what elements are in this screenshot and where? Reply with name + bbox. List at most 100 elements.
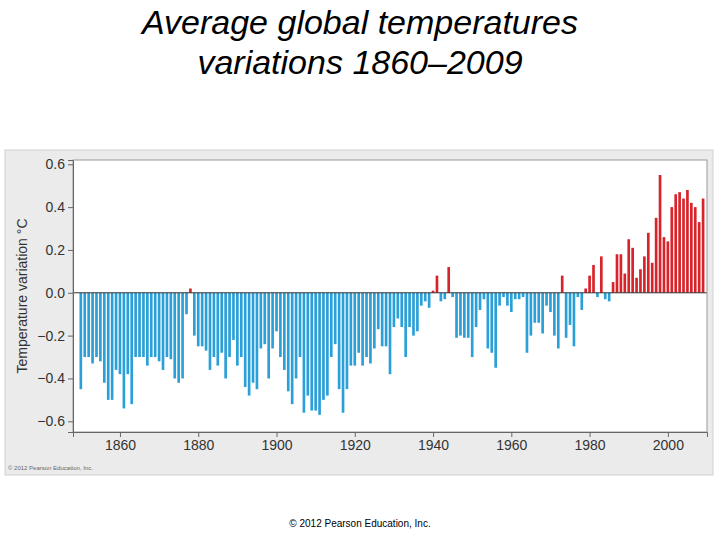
bar <box>494 293 497 368</box>
bar <box>667 241 670 292</box>
bar <box>107 293 110 400</box>
bar <box>604 293 607 299</box>
bar <box>267 293 270 379</box>
bar <box>275 293 278 332</box>
bar <box>389 293 392 374</box>
bar <box>393 293 396 327</box>
chart-title: Average global temperatures variations 1… <box>80 2 640 82</box>
bar <box>205 293 208 351</box>
bar <box>83 293 86 357</box>
bar <box>455 293 458 338</box>
bar <box>162 293 165 370</box>
bar <box>115 293 118 370</box>
bar <box>240 293 243 357</box>
bar <box>459 293 462 336</box>
y-tick-label: −0.2 <box>37 328 65 344</box>
bar <box>627 239 630 293</box>
bar <box>193 293 196 336</box>
bar <box>342 293 345 413</box>
bar <box>181 293 184 379</box>
bar <box>463 293 466 338</box>
bar <box>291 293 294 404</box>
y-tick: −0.6 <box>37 413 73 429</box>
y-tick: 0.6 <box>46 156 73 172</box>
y-tick-mark <box>68 336 73 337</box>
bar <box>244 293 247 387</box>
bar <box>314 293 317 411</box>
bar <box>694 207 697 293</box>
bar <box>443 293 446 299</box>
bar <box>252 293 255 383</box>
bar <box>408 293 411 327</box>
bar <box>631 248 634 293</box>
y-tick-mark <box>68 207 73 208</box>
bar <box>318 293 321 415</box>
bar <box>674 194 677 293</box>
y-tick-label: −0.6 <box>37 413 65 429</box>
bar <box>428 293 431 308</box>
bar <box>271 293 274 349</box>
bar <box>436 276 439 293</box>
bar <box>119 293 122 374</box>
bar <box>330 293 333 357</box>
bar <box>490 293 493 353</box>
bars <box>79 175 704 415</box>
x-tick: 1880 <box>183 432 214 453</box>
bar <box>514 293 517 299</box>
bar <box>400 293 403 327</box>
bar <box>353 293 356 366</box>
bar <box>369 293 372 364</box>
bar <box>498 293 501 306</box>
bar <box>338 293 341 389</box>
chart-svg: −0.6−0.4−0.20.00.20.40.61860188019001920… <box>0 0 720 540</box>
y-axis: −0.6−0.4−0.20.00.20.40.6 <box>37 156 73 432</box>
y-tick: 0.4 <box>46 199 73 215</box>
bar <box>236 293 239 366</box>
bar <box>232 293 235 340</box>
bar <box>608 293 611 302</box>
bar <box>361 293 364 366</box>
bar <box>686 190 689 293</box>
panel-background <box>5 150 713 475</box>
bar <box>346 293 349 389</box>
bar <box>404 293 407 357</box>
bar <box>365 293 368 357</box>
bar <box>682 199 685 293</box>
bar <box>424 293 427 302</box>
bar <box>561 276 564 293</box>
x-tick-label: 1920 <box>340 437 371 453</box>
bar <box>518 293 521 299</box>
bar <box>479 293 482 310</box>
y-tick-label: 0.2 <box>46 242 66 258</box>
bar <box>702 199 705 293</box>
plot-frame <box>73 160 707 432</box>
bar <box>580 293 583 310</box>
bar <box>306 293 309 396</box>
bar <box>663 237 666 293</box>
bar <box>475 293 478 327</box>
x-axis: 18601880190019201940196019802000 <box>74 432 708 453</box>
bar <box>467 293 470 338</box>
bar <box>377 293 380 329</box>
bar <box>158 293 161 362</box>
x-tick-label: 1960 <box>496 437 527 453</box>
bar <box>126 293 129 374</box>
bar <box>569 293 572 325</box>
x-tick-label: 1900 <box>261 437 292 453</box>
bar <box>537 293 540 323</box>
bar <box>216 293 219 366</box>
bar <box>189 289 192 293</box>
bar <box>123 293 126 409</box>
bar <box>166 293 169 357</box>
bar <box>385 293 388 347</box>
y-tick: 0.2 <box>46 242 73 258</box>
bar <box>248 293 251 396</box>
x-tick: 1940 <box>418 432 449 453</box>
bar <box>577 293 580 297</box>
y-tick-mark <box>68 378 73 379</box>
bar <box>510 293 513 312</box>
bar <box>334 293 337 344</box>
panel-copyright: © 2012 Pearson Education, Inc. <box>8 465 93 471</box>
bar <box>154 293 157 357</box>
bar <box>326 293 329 396</box>
